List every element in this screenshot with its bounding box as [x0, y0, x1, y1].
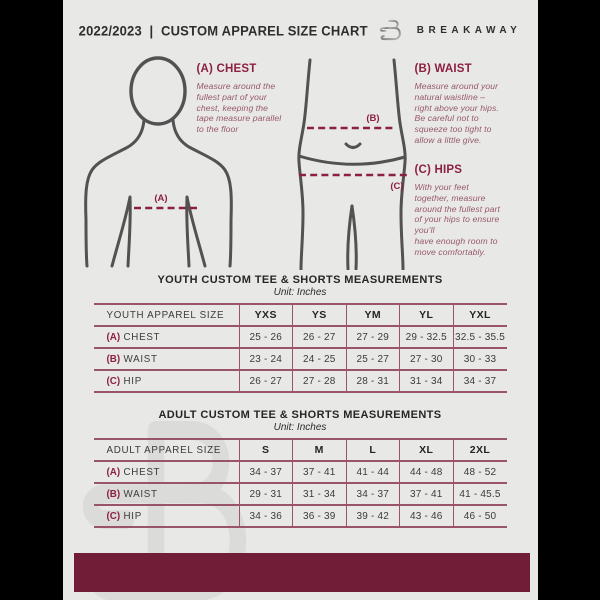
size-column-header: YXL	[452, 303, 507, 326]
measurement-value-cell: 37 - 41	[399, 482, 453, 505]
waist-line-label: (B)	[366, 113, 379, 124]
measurement-row-label: (A) CHEST	[93, 325, 239, 348]
adult-table-title: ADULT CUSTOM TEE & SHORTS MEASUREMENTS	[158, 409, 442, 421]
chest-instruction-heading: (A) CHEST	[196, 63, 257, 75]
measurement-value-cell: 31 - 34	[399, 369, 453, 392]
measurement-value-cell: 26 - 27	[292, 325, 346, 348]
measurement-row: (C) HIP 26 - 27 27 - 28 28 - 31 31 - 34 34 - …	[93, 369, 507, 392]
measurement-row: (C) HIP 34 - 36 36 - 39 39 - 42 43 - 46 46 - …	[93, 504, 507, 527]
measurement-letter: (C)	[106, 510, 121, 522]
measurement-value-cell: 25 - 27	[345, 347, 400, 370]
measurement-value-cell: 34 - 37	[452, 369, 507, 392]
measurement-value-cell: 43 - 46	[399, 504, 453, 527]
measurement-value-cell: 28 - 31	[345, 369, 400, 392]
measurement-value-cell: 36 - 39	[292, 504, 346, 527]
measurement-row-label: (C) HIP	[93, 369, 239, 392]
hips-instruction-text: With your feet together, measure around …	[414, 182, 500, 257]
measurement-row: (A) CHEST 25 - 26 26 - 27 27 - 29 29 - 32.5 3…	[93, 325, 507, 348]
measurement-value-cell: 46 - 50	[452, 504, 507, 527]
page-title: 2022/2023 | CUSTOM APPAREL SIZE CHART	[78, 21, 368, 39]
size-column-header: YM	[345, 303, 400, 326]
apparel-size-header: ADULT APPAREL SIZE	[93, 438, 239, 461]
measurement-row: (A) CHEST 34 - 37 37 - 41 41 - 44 44 - 48 48 …	[93, 460, 507, 483]
measurement-row-label: (B) WAIST	[93, 482, 239, 505]
measurement-value-cell: 27 - 29	[345, 325, 400, 348]
measurement-value-cell: 32.5 - 35.5	[452, 325, 507, 348]
size-column-header: 2XL	[452, 438, 507, 461]
hips-instruction-heading: (C) HIPS	[414, 164, 463, 176]
waist-hips-measurement-diagram: (B) (C)	[296, 58, 410, 270]
measurement-letter: (A)	[106, 331, 121, 343]
brand-name: BREAKAWAY	[416, 24, 522, 36]
measurement-value-cell: 34 - 36	[238, 504, 293, 527]
adult-size-table: ADULT APPAREL SIZE S M L XL 2XL (A) CHEST 34 - …	[93, 438, 507, 528]
measurement-value-cell: 26 - 27	[238, 369, 293, 392]
chest-line-label: (A)	[154, 193, 167, 204]
chest-instruction-text: Measure around the fullest part of your …	[196, 81, 282, 135]
measurement-row-label: (C) HIP	[93, 504, 239, 527]
breakaway-logo-icon	[379, 19, 401, 41]
measurement-row-label: (A) CHEST	[93, 460, 239, 483]
measurement-letter: (C)	[106, 375, 121, 387]
measurement-value-cell: 34 - 37	[238, 460, 293, 483]
measurement-row: (B) WAIST 29 - 31 31 - 34 34 - 37 37 - 41 41 …	[93, 482, 507, 505]
size-column-header: YL	[399, 303, 453, 326]
measurement-value-cell: 48 - 52	[452, 460, 507, 483]
size-column-header: S	[238, 438, 293, 461]
hips-instruction: (C) HIPS With your feet together, measur…	[415, 164, 529, 258]
measurement-letter: (A)	[106, 466, 121, 478]
measurement-value-cell: 44 - 48	[399, 460, 453, 483]
measurement-row-label: (B) WAIST	[93, 347, 239, 370]
chest-instruction: (A) CHEST Measure around the fullest par…	[197, 63, 311, 135]
size-column-header: YS	[292, 303, 346, 326]
measurement-letter: (B)	[106, 353, 121, 365]
measurement-letter: (B)	[106, 488, 121, 500]
measurement-value-cell: 41 - 44	[345, 460, 400, 483]
measurement-value-cell: 39 - 42	[345, 504, 400, 527]
measurement-value-cell: 37 - 41	[292, 460, 346, 483]
measurement-value-cell: 23 - 24	[238, 347, 293, 370]
hips-line-label: (C)	[390, 181, 403, 192]
measurement-value-cell: 29 - 32.5	[399, 325, 453, 348]
apparel-size-header: YOUTH APPAREL SIZE	[93, 303, 239, 326]
figure-head	[128, 56, 187, 126]
youth-table-unit: Unit: Inches	[273, 287, 327, 298]
chest-measurement-diagram: (A)	[83, 56, 233, 268]
measurement-value-cell: 41 - 45.5	[452, 482, 507, 505]
size-column-header: L	[345, 438, 400, 461]
measurement-value-cell: 31 - 34	[292, 482, 346, 505]
youth-table-title: YOUTH CUSTOM TEE & SHORTS MEASUREMENTS	[157, 274, 443, 286]
measurement-value-cell: 30 - 33	[452, 347, 507, 370]
waist-instruction-text: Measure around your natural waistline – …	[414, 81, 499, 146]
youth-size-table: YOUTH APPAREL SIZE YXS YS YM YL YXL (A) CHEST 2…	[93, 303, 507, 393]
measurement-value-cell: 25 - 26	[238, 325, 293, 348]
waist-instruction: (B) WAIST Measure around your natural wa…	[415, 63, 529, 146]
size-column-header: YXS	[238, 303, 293, 326]
adult-table-unit: Unit: Inches	[273, 422, 327, 433]
measurement-value-cell: 27 - 30	[399, 347, 453, 370]
footer-bar	[73, 553, 530, 592]
measurement-value-cell: 27 - 28	[292, 369, 346, 392]
measurement-value-cell: 24 - 25	[292, 347, 346, 370]
waist-instruction-heading: (B) WAIST	[414, 63, 472, 75]
measurement-row: (B) WAIST 23 - 24 24 - 25 25 - 27 27 - 30 30 …	[93, 347, 507, 370]
page-header: 2022/2023 | CUSTOM APPAREL SIZE CHART BR…	[63, 17, 538, 43]
adult-table-section: ADULT CUSTOM TEE & SHORTS MEASUREMENTS U…	[63, 409, 538, 528]
size-column-header: M	[292, 438, 346, 461]
size-column-header: XL	[399, 438, 453, 461]
measurement-value-cell: 34 - 37	[345, 482, 400, 505]
measurement-value-cell: 29 - 31	[238, 482, 293, 505]
youth-table-section: YOUTH CUSTOM TEE & SHORTS MEASUREMENTS U…	[63, 274, 538, 393]
size-chart-page: 2022/2023 | CUSTOM APPAREL SIZE CHART BR…	[62, 0, 538, 600]
